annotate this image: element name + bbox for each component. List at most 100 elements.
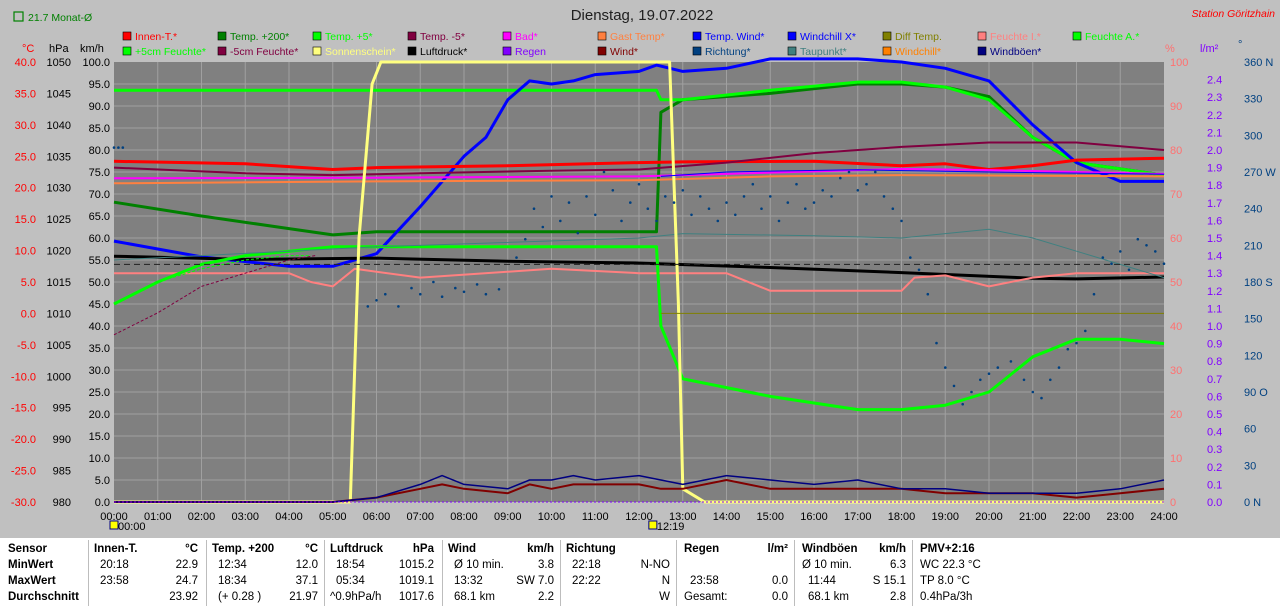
degree-tick-label: 90 O (1244, 387, 1268, 399)
direction-point (1031, 390, 1035, 394)
stats-windboeen-avg: 2.8 (890, 591, 906, 603)
degree-tick-label: 60 (1244, 424, 1256, 436)
stats-innen-min-value: 22.9 (175, 559, 198, 571)
stats-temp200-max-value: 37.1 (295, 575, 318, 587)
series-line (113, 57, 1164, 268)
stats-temp200-min-value: 12.0 (295, 559, 318, 571)
hpa-tick-label: 995 (53, 403, 71, 415)
percent-tick-label: 80 (1170, 145, 1182, 157)
x-tick-label: 20:00 (975, 511, 1003, 523)
stats-wind-avg10-label: Ø 10 min. (454, 559, 504, 571)
direction-point (742, 195, 746, 198)
legend-swatch (692, 46, 702, 56)
series-line (114, 80, 1165, 177)
direction-point (1119, 250, 1122, 253)
direction-point (454, 286, 457, 290)
celsius-tick-label: 30.0 (15, 120, 36, 132)
rain-tick-label: 2.2 (1207, 110, 1222, 122)
stats-regen-total-value: 0.0 (772, 591, 788, 603)
degree-tick-label: 300 (1244, 130, 1262, 142)
legend-swatch (407, 46, 417, 56)
direction-point (716, 219, 720, 223)
x-tick-label: 19:00 (931, 511, 959, 523)
kmh-tick-label: 40.0 (89, 321, 110, 333)
series-line (113, 228, 1165, 279)
series-line (113, 255, 311, 305)
stats-innen-header: Innen-T. (94, 543, 138, 555)
direction-point (856, 189, 860, 192)
direction-point (830, 195, 833, 198)
legend-swatch (882, 46, 892, 56)
direction-point (681, 189, 685, 192)
hpa-tick-label: 1010 (47, 308, 71, 320)
rain-tick-label: 0.9 (1207, 339, 1222, 351)
stats-windboeen-header: Windböen (802, 543, 858, 555)
month-avg-label: 21.7 Monat-Ø (28, 12, 92, 24)
kmh-tick-label: 20.0 (89, 409, 110, 421)
hpa-tick-label: 1040 (47, 120, 71, 132)
series-line (113, 254, 1165, 281)
percent-tick-label: 10 (1170, 453, 1182, 465)
stats-richtung-time2: 22:22 (572, 575, 601, 587)
direction-point (1101, 256, 1105, 259)
celsius-tick-label: 40.0 (15, 57, 36, 69)
rain-tick-label: 1.2 (1207, 286, 1222, 298)
percent-tick-label: 70 (1170, 189, 1182, 201)
stats-regen-column: Regen l/m² 23:58 0.0 Gesamt: 0.0 (684, 538, 790, 608)
direction-point (541, 225, 545, 229)
legend-label: Feuchte I.* (990, 31, 1041, 43)
stats-row-max: MaxWert (8, 575, 56, 587)
hpa-tick-label: 980 (53, 497, 71, 509)
series-line (113, 141, 1165, 177)
percent-tick-label: 90 (1170, 101, 1182, 113)
direction-point (725, 201, 728, 204)
direction-point (559, 219, 562, 223)
direction-point (1092, 292, 1096, 296)
direction-point (419, 292, 422, 296)
axis-header-rain: l/m² (1200, 43, 1219, 55)
rain-tick-label: 1.9 (1207, 163, 1222, 175)
legend-swatch (787, 46, 797, 56)
x-tick-label: 14:00 (713, 511, 741, 523)
direction-point (900, 219, 903, 223)
rain-tick-label: 0.4 (1207, 427, 1222, 439)
hpa-tick-label: 985 (53, 466, 71, 478)
legend-swatch (692, 31, 702, 41)
direction-point (121, 146, 125, 149)
stats-wind-header: Wind (448, 543, 476, 555)
direction-point (637, 182, 641, 186)
stats-luftdruck-min-value: 1015.2 (398, 559, 434, 571)
legend-label: Temp. +200* (230, 31, 289, 43)
legend-label: Windchill X* (800, 31, 856, 43)
stats-pmv-pressure-trend: 0.4hPa/3h (920, 591, 973, 603)
direction-point (655, 219, 658, 223)
direction-point (996, 366, 1000, 369)
kmh-tick-label: 30.0 (89, 365, 110, 377)
x-tick-label: 00:00 (100, 511, 128, 523)
direction-point (112, 146, 116, 149)
stats-temp200-unit: °C (305, 543, 318, 555)
stats-windboeen-column: Windböen km/h Ø 10 min. 6.3 11:44 S 15.1… (802, 538, 908, 608)
direction-point (1136, 237, 1140, 241)
direction-point (366, 305, 370, 308)
celsius-tick-label: 35.0 (15, 88, 36, 100)
direction-point (769, 195, 772, 198)
direction-point (699, 195, 702, 198)
celsius-tick-label: -25.0 (11, 466, 36, 478)
kmh-tick-label: 65.0 (89, 211, 110, 223)
direction-point (847, 170, 851, 174)
stats-regen-unit: l/m² (767, 543, 788, 555)
direction-point (865, 182, 868, 186)
rain-tick-label: 1.6 (1207, 215, 1222, 227)
legend-label: Windböen* (990, 46, 1041, 58)
kmh-tick-label: 5.0 (95, 475, 110, 487)
stats-windboeen-max-value: S 15.1 (872, 575, 906, 587)
stats-innen-unit: °C (185, 543, 198, 555)
direction-point (882, 195, 886, 198)
x-tick-label: 03:00 (231, 511, 259, 523)
stats-wind-avg10-value: 3.8 (538, 559, 554, 571)
rain-tick-label: 1.3 (1207, 268, 1222, 280)
stats-temp200-header: Temp. +200 (212, 543, 275, 555)
celsius-tick-label: -30.0 (11, 497, 36, 509)
axis-header-percent: % (1165, 43, 1175, 55)
